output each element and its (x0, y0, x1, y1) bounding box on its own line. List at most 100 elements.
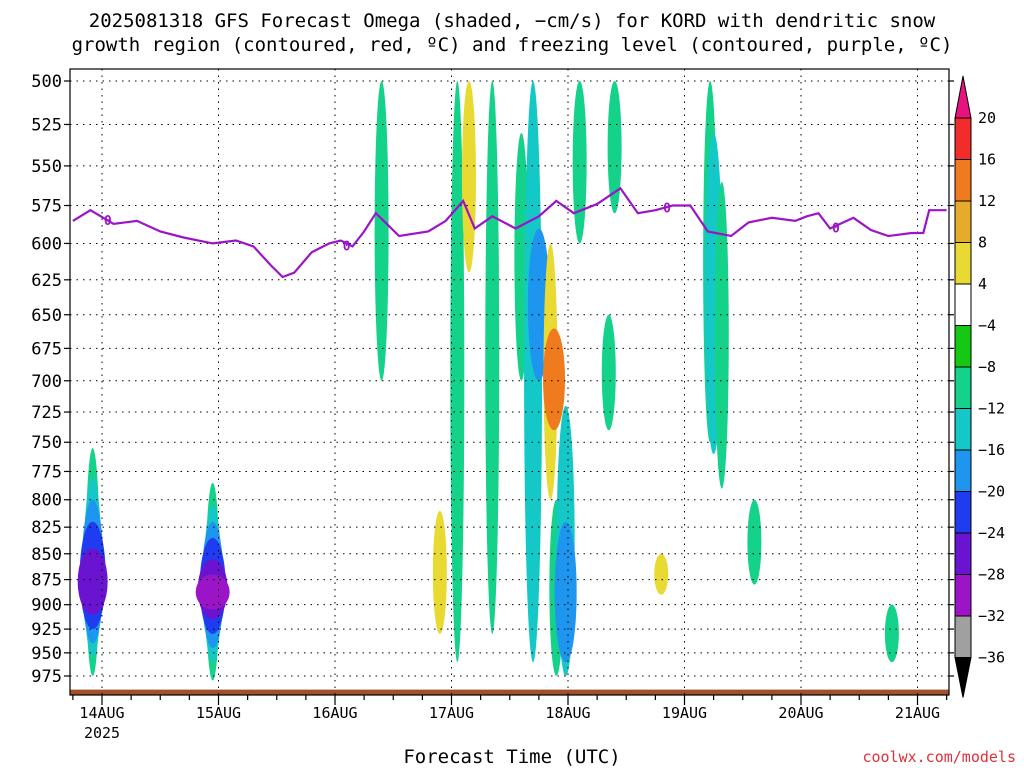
colorbar-segment (954, 615, 972, 658)
chart-title-line-1: 2025081318 GFS Forecast Omega (shaded, −… (88, 10, 936, 32)
omega-patch (141, 115, 152, 182)
y-tick-label: 600 (31, 234, 62, 254)
omega-patch (77, 548, 108, 615)
freezing-level-label: 0 (104, 214, 112, 229)
x-tick-label: 17AUG (429, 704, 474, 722)
omega-patch (374, 81, 389, 381)
chart-title-line-2: growth region (contoured, red, ºC) and f… (71, 34, 953, 56)
omega-patch (394, 243, 405, 605)
colorbar-segment (954, 242, 972, 285)
omega-patch (747, 499, 762, 585)
y-tick-label: 950 (31, 644, 62, 664)
omega-patch (731, 614, 742, 644)
colorbar-tick-label: −32 (978, 607, 1005, 625)
x-tick-label: 14AUG (79, 704, 124, 722)
colorbar-tick-label: −24 (978, 524, 1005, 542)
grid-lines (70, 69, 949, 695)
freezing-level-line (72, 186, 947, 279)
colorbar: 20 16 12 8 4 −4 −8 −12 −16 −20 −24 −28 −32 −36 (954, 75, 1005, 698)
colorbar-segment (954, 408, 972, 451)
omega-patch (498, 181, 509, 381)
colorbar-segment (954, 574, 972, 617)
freezing-level-label: 0 (832, 221, 840, 236)
colorbar-segment (954, 200, 972, 243)
x-tick-label: 16AUG (312, 704, 357, 722)
colorbar-tick-label: −4 (978, 317, 996, 335)
omega-patch (572, 81, 587, 244)
x-year-label: 2025 (84, 724, 120, 742)
colorbar-segment (954, 325, 972, 368)
colorbar-segment (954, 117, 972, 160)
omega-patch (656, 213, 667, 244)
x-axis-label: Forecast Time (UTC) (403, 746, 621, 768)
omega-patch (654, 553, 669, 595)
colorbar-tick-label: −36 (978, 649, 1005, 667)
colorbar-segment (954, 532, 972, 575)
omega-patch (714, 181, 729, 489)
x-tick-label: 18AUG (545, 704, 590, 722)
omega-patch (432, 510, 447, 634)
freezing-level-contour: 0 0 0 0 (72, 186, 947, 279)
omega-patch (601, 314, 616, 431)
colorbar-tick-label: 12 (978, 192, 996, 210)
x-tick-label: 21AUG (895, 704, 940, 722)
omega-patch (543, 328, 566, 431)
y-tick-label: 800 (31, 491, 62, 511)
y-tick-label: 550 (31, 157, 62, 177)
colorbar-tick-label: 20 (978, 109, 996, 127)
y-tick-label: 775 (31, 462, 62, 482)
omega-patch (347, 243, 358, 381)
colorbar-segment (954, 366, 972, 409)
y-tick-label: 725 (31, 403, 62, 423)
y-tick-label: 925 (31, 620, 62, 640)
colorbar-tick-label: −8 (978, 358, 996, 376)
freezing-level-label: 0 (663, 202, 671, 217)
y-tick-label: 700 (31, 372, 62, 392)
colorbar-bottom-arrow (954, 657, 972, 698)
colorbar-segment (954, 283, 972, 326)
omega-shading (70, 80, 949, 695)
y-tick-label: 525 (31, 115, 62, 135)
x-tick-label: 19AUG (662, 704, 707, 722)
omega-patch (884, 604, 899, 663)
omega-patch (195, 574, 230, 610)
terrain-strip (70, 689, 949, 695)
y-tick-label: 650 (31, 306, 62, 326)
omega-patch (117, 380, 128, 455)
y-tick-label: 900 (31, 596, 62, 616)
colorbar-segment (954, 449, 972, 492)
colorbar-tick-label: 16 (978, 151, 996, 169)
omega-patch (912, 286, 923, 394)
colorbar-tick-label: −12 (978, 400, 1005, 418)
omega-patch (335, 149, 346, 301)
omega-patch (524, 81, 543, 663)
y-tick-label: 850 (31, 545, 62, 565)
omega-patch (485, 81, 500, 634)
x-axis: 14AUG 15AUG 16AUG 17AUG 18AUG 19AUG 20AUG 21AUG… (72, 695, 948, 742)
y-tick-label: 750 (31, 433, 62, 453)
colorbar-tick-label: 8 (978, 234, 987, 252)
colorbar-top-arrow (954, 75, 972, 119)
omega-patch (554, 521, 577, 663)
y-tick-label: 825 (31, 518, 62, 538)
y-axis: 500 525 550 575 600 625 650 675 700 725 750 775 800 8… (31, 72, 954, 687)
x-tick-label: 15AUG (196, 704, 241, 722)
y-tick-label: 575 (31, 197, 62, 217)
colorbar-tick-label: −20 (978, 483, 1005, 501)
colorbar-tick-label: 4 (978, 275, 987, 293)
y-tick-label: 625 (31, 271, 62, 291)
colorbar-segment (954, 159, 972, 202)
y-tick-label: 875 (31, 571, 62, 591)
omega-patch (731, 81, 742, 99)
x-tick-label: 20AUG (778, 704, 823, 722)
y-tick-label: 500 (31, 72, 62, 92)
colorbar-tick-label: −28 (978, 566, 1005, 584)
watermark: coolwx.com/models (862, 748, 1016, 766)
y-tick-label: 675 (31, 339, 62, 359)
omega-patch (450, 81, 465, 663)
freezing-level-label: 0 (343, 239, 351, 254)
y-tick-label: 975 (31, 667, 62, 687)
colorbar-tick-label: −16 (978, 441, 1005, 459)
omega-patch (225, 430, 236, 500)
